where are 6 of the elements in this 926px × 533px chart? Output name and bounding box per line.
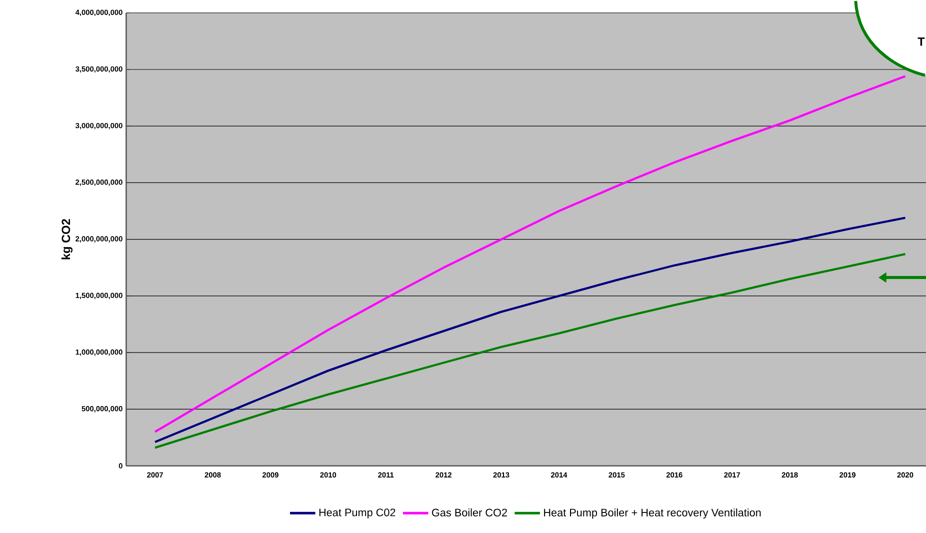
y-axis-title: kg CO2 [61,218,73,260]
annotation: T [918,37,925,46]
legend-label: Heat Pump C02 [319,508,396,518]
line-series [154,75,906,433]
legend-label: Heat Pump Boiler + Heat recovery Ventilation [544,508,761,518]
legend-label: Gas Boiler CO2 [432,508,507,516]
